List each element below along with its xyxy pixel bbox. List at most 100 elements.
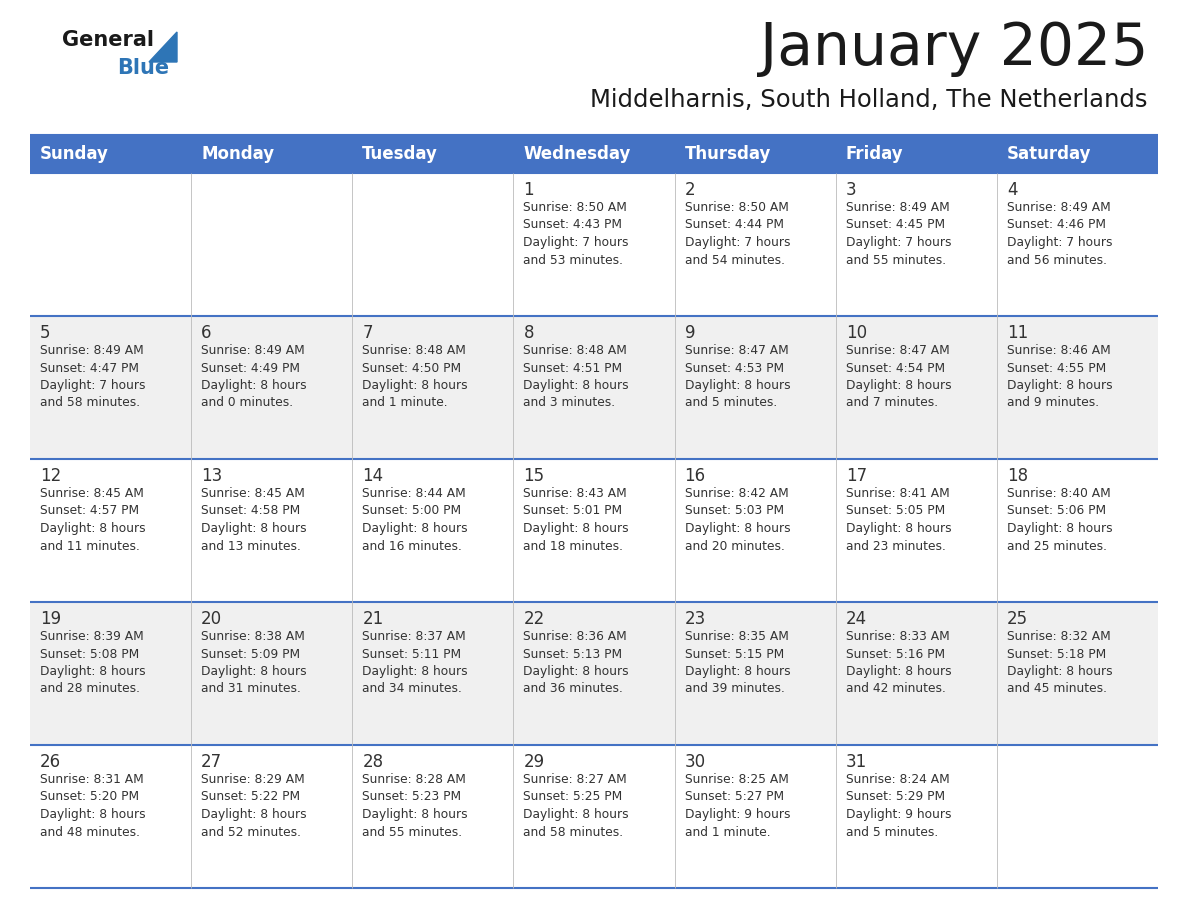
Text: 9: 9 [684, 324, 695, 342]
Bar [191, 316, 353, 459]
Text: 22: 22 [524, 610, 544, 628]
Bar [997, 135, 1158, 173]
Text: 28: 28 [362, 753, 384, 771]
Bar [30, 173, 191, 316]
Text: 12: 12 [40, 467, 62, 485]
Bar [835, 459, 997, 602]
Text: Monday: Monday [201, 145, 274, 163]
Text: 2: 2 [684, 181, 695, 199]
Text: 4: 4 [1007, 181, 1017, 199]
Text: Sunrise: 8:49 AM
Sunset: 4:47 PM
Daylight: 7 hours
and 58 minutes.: Sunrise: 8:49 AM Sunset: 4:47 PM Dayligh… [40, 344, 145, 409]
Text: 14: 14 [362, 467, 384, 485]
Text: 24: 24 [846, 610, 867, 628]
Text: Saturday: Saturday [1007, 145, 1092, 163]
Bar [513, 602, 675, 745]
Text: Sunrise: 8:45 AM
Sunset: 4:57 PM
Daylight: 8 hours
and 11 minutes.: Sunrise: 8:45 AM Sunset: 4:57 PM Dayligh… [40, 487, 146, 553]
Bar [30, 602, 191, 745]
Bar [835, 135, 997, 173]
Text: 21: 21 [362, 610, 384, 628]
Text: Tuesday: Tuesday [362, 145, 438, 163]
Text: 3: 3 [846, 181, 857, 199]
Text: General: General [62, 30, 154, 50]
Text: Sunrise: 8:44 AM
Sunset: 5:00 PM
Daylight: 8 hours
and 16 minutes.: Sunrise: 8:44 AM Sunset: 5:00 PM Dayligh… [362, 487, 468, 553]
Text: 16: 16 [684, 467, 706, 485]
Text: Sunrise: 8:40 AM
Sunset: 5:06 PM
Daylight: 8 hours
and 25 minutes.: Sunrise: 8:40 AM Sunset: 5:06 PM Dayligh… [1007, 487, 1112, 553]
Text: Sunrise: 8:29 AM
Sunset: 5:22 PM
Daylight: 8 hours
and 52 minutes.: Sunrise: 8:29 AM Sunset: 5:22 PM Dayligh… [201, 773, 307, 838]
Text: Sunrise: 8:27 AM
Sunset: 5:25 PM
Daylight: 8 hours
and 58 minutes.: Sunrise: 8:27 AM Sunset: 5:25 PM Dayligh… [524, 773, 630, 838]
Text: Sunrise: 8:35 AM
Sunset: 5:15 PM
Daylight: 8 hours
and 39 minutes.: Sunrise: 8:35 AM Sunset: 5:15 PM Dayligh… [684, 630, 790, 696]
Text: Sunrise: 8:50 AM
Sunset: 4:44 PM
Daylight: 7 hours
and 54 minutes.: Sunrise: 8:50 AM Sunset: 4:44 PM Dayligh… [684, 201, 790, 266]
Bar [353, 135, 513, 173]
Text: Sunrise: 8:49 AM
Sunset: 4:49 PM
Daylight: 8 hours
and 0 minutes.: Sunrise: 8:49 AM Sunset: 4:49 PM Dayligh… [201, 344, 307, 409]
Bar [675, 316, 835, 459]
Bar [191, 135, 353, 173]
Bar [191, 459, 353, 602]
Bar [30, 459, 191, 602]
Bar [997, 602, 1158, 745]
Text: 18: 18 [1007, 467, 1028, 485]
Bar [835, 745, 997, 888]
Bar [997, 316, 1158, 459]
Bar [997, 173, 1158, 316]
Bar [353, 602, 513, 745]
Text: 23: 23 [684, 610, 706, 628]
Text: 30: 30 [684, 753, 706, 771]
Text: Sunrise: 8:49 AM
Sunset: 4:45 PM
Daylight: 7 hours
and 55 minutes.: Sunrise: 8:49 AM Sunset: 4:45 PM Dayligh… [846, 201, 952, 266]
Text: Sunrise: 8:33 AM
Sunset: 5:16 PM
Daylight: 8 hours
and 42 minutes.: Sunrise: 8:33 AM Sunset: 5:16 PM Dayligh… [846, 630, 952, 696]
Text: Sunrise: 8:37 AM
Sunset: 5:11 PM
Daylight: 8 hours
and 34 minutes.: Sunrise: 8:37 AM Sunset: 5:11 PM Dayligh… [362, 630, 468, 696]
Text: 26: 26 [40, 753, 61, 771]
Text: Sunrise: 8:49 AM
Sunset: 4:46 PM
Daylight: 7 hours
and 56 minutes.: Sunrise: 8:49 AM Sunset: 4:46 PM Dayligh… [1007, 201, 1112, 266]
Bar [675, 135, 835, 173]
Bar [353, 745, 513, 888]
Bar [30, 745, 191, 888]
Text: 25: 25 [1007, 610, 1028, 628]
Text: 10: 10 [846, 324, 867, 342]
Text: Sunrise: 8:39 AM
Sunset: 5:08 PM
Daylight: 8 hours
and 28 minutes.: Sunrise: 8:39 AM Sunset: 5:08 PM Dayligh… [40, 630, 146, 696]
Bar [513, 745, 675, 888]
Text: 11: 11 [1007, 324, 1028, 342]
Text: Sunrise: 8:41 AM
Sunset: 5:05 PM
Daylight: 8 hours
and 23 minutes.: Sunrise: 8:41 AM Sunset: 5:05 PM Dayligh… [846, 487, 952, 553]
Bar [835, 316, 997, 459]
Text: Sunrise: 8:47 AM
Sunset: 4:53 PM
Daylight: 8 hours
and 5 minutes.: Sunrise: 8:47 AM Sunset: 4:53 PM Dayligh… [684, 344, 790, 409]
Text: Wednesday: Wednesday [524, 145, 631, 163]
Bar [675, 745, 835, 888]
Text: January 2025: January 2025 [759, 20, 1148, 77]
Text: Sunrise: 8:42 AM
Sunset: 5:03 PM
Daylight: 8 hours
and 20 minutes.: Sunrise: 8:42 AM Sunset: 5:03 PM Dayligh… [684, 487, 790, 553]
Polygon shape [148, 32, 177, 62]
Text: Sunrise: 8:25 AM
Sunset: 5:27 PM
Daylight: 9 hours
and 1 minute.: Sunrise: 8:25 AM Sunset: 5:27 PM Dayligh… [684, 773, 790, 838]
Bar [513, 173, 675, 316]
Text: Sunday: Sunday [40, 145, 109, 163]
Text: 31: 31 [846, 753, 867, 771]
Text: Sunrise: 8:38 AM
Sunset: 5:09 PM
Daylight: 8 hours
and 31 minutes.: Sunrise: 8:38 AM Sunset: 5:09 PM Dayligh… [201, 630, 307, 696]
Bar [353, 459, 513, 602]
Bar [675, 459, 835, 602]
Bar [353, 316, 513, 459]
Text: Sunrise: 8:47 AM
Sunset: 4:54 PM
Daylight: 8 hours
and 7 minutes.: Sunrise: 8:47 AM Sunset: 4:54 PM Dayligh… [846, 344, 952, 409]
Text: Sunrise: 8:24 AM
Sunset: 5:29 PM
Daylight: 9 hours
and 5 minutes.: Sunrise: 8:24 AM Sunset: 5:29 PM Dayligh… [846, 773, 952, 838]
Text: 6: 6 [201, 324, 211, 342]
Text: Sunrise: 8:31 AM
Sunset: 5:20 PM
Daylight: 8 hours
and 48 minutes.: Sunrise: 8:31 AM Sunset: 5:20 PM Dayligh… [40, 773, 146, 838]
Bar [513, 135, 675, 173]
Text: 17: 17 [846, 467, 867, 485]
Bar [835, 173, 997, 316]
Text: 8: 8 [524, 324, 533, 342]
Text: Friday: Friday [846, 145, 903, 163]
Bar [513, 459, 675, 602]
Text: Sunrise: 8:36 AM
Sunset: 5:13 PM
Daylight: 8 hours
and 36 minutes.: Sunrise: 8:36 AM Sunset: 5:13 PM Dayligh… [524, 630, 630, 696]
Text: Sunrise: 8:46 AM
Sunset: 4:55 PM
Daylight: 8 hours
and 9 minutes.: Sunrise: 8:46 AM Sunset: 4:55 PM Dayligh… [1007, 344, 1112, 409]
Text: Sunrise: 8:48 AM
Sunset: 4:51 PM
Daylight: 8 hours
and 3 minutes.: Sunrise: 8:48 AM Sunset: 4:51 PM Dayligh… [524, 344, 630, 409]
Bar [675, 173, 835, 316]
Bar [191, 173, 353, 316]
Bar [835, 602, 997, 745]
Text: Sunrise: 8:43 AM
Sunset: 5:01 PM
Daylight: 8 hours
and 18 minutes.: Sunrise: 8:43 AM Sunset: 5:01 PM Dayligh… [524, 487, 630, 553]
Text: 15: 15 [524, 467, 544, 485]
Bar [353, 173, 513, 316]
Bar [675, 602, 835, 745]
Bar [997, 745, 1158, 888]
Bar [997, 459, 1158, 602]
Text: 1: 1 [524, 181, 535, 199]
Text: Sunrise: 8:45 AM
Sunset: 4:58 PM
Daylight: 8 hours
and 13 minutes.: Sunrise: 8:45 AM Sunset: 4:58 PM Dayligh… [201, 487, 307, 553]
Bar [191, 745, 353, 888]
Bar [30, 135, 191, 173]
Text: Blue: Blue [116, 58, 169, 78]
